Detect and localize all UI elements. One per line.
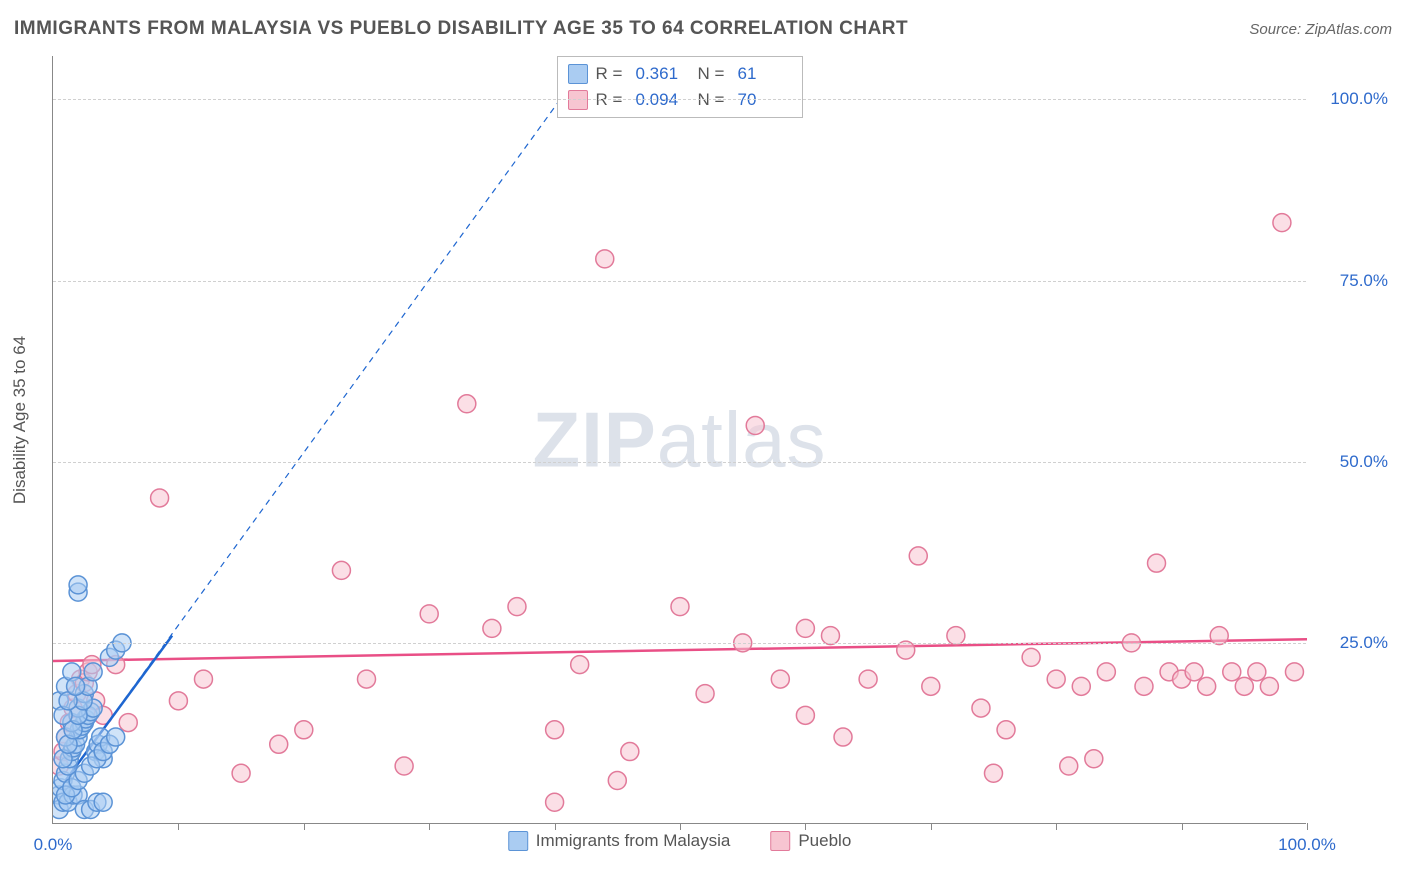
data-point (746, 417, 764, 435)
data-point (859, 670, 877, 688)
data-point (1148, 554, 1166, 572)
y-axis-title: Disability Age 35 to 64 (10, 336, 30, 504)
data-point (232, 764, 250, 782)
x-tick (1056, 823, 1057, 830)
data-point (1085, 750, 1103, 768)
data-point (1022, 648, 1040, 666)
data-point (295, 721, 313, 739)
data-point (420, 605, 438, 623)
x-tick (1182, 823, 1183, 830)
grid-line (53, 99, 1306, 100)
data-point (997, 721, 1015, 739)
y-tick-label: 100.0% (1330, 89, 1388, 109)
x-tick (555, 823, 556, 830)
data-point (194, 670, 212, 688)
data-point (1235, 677, 1253, 695)
legend-swatch-1 (568, 64, 588, 84)
r-value-1: 0.361 (636, 64, 690, 84)
data-point (1097, 663, 1115, 681)
data-point (834, 728, 852, 746)
legend-item-1: Immigrants from Malaysia (508, 831, 731, 851)
legend-stats-row-1: R = 0.361 N = 61 (568, 61, 792, 87)
x-tick (178, 823, 179, 830)
data-point (909, 547, 927, 565)
source-name: ZipAtlas.com (1305, 21, 1392, 38)
data-point (671, 598, 689, 616)
scatter-svg (53, 56, 1307, 824)
data-point (1285, 663, 1303, 681)
data-point (332, 561, 350, 579)
data-point (1135, 677, 1153, 695)
data-point (508, 598, 526, 616)
legend-stats: R = 0.361 N = 61 R = 0.094 N = 70 (557, 56, 803, 118)
grid-line (53, 643, 1306, 644)
data-point (796, 706, 814, 724)
x-tick (680, 823, 681, 830)
data-point (151, 489, 169, 507)
data-point (546, 721, 564, 739)
y-tick-label: 75.0% (1340, 271, 1388, 291)
data-point (1198, 677, 1216, 695)
x-tick (304, 823, 305, 830)
data-point (1060, 757, 1078, 775)
data-point (458, 395, 476, 413)
y-tick-label: 50.0% (1340, 452, 1388, 472)
data-point (608, 772, 626, 790)
y-tick-label: 25.0% (1340, 633, 1388, 653)
data-point (546, 793, 564, 811)
plot-area: ZIPatlas R = 0.361 N = 61 R = 0.094 N = … (52, 56, 1306, 824)
data-point (69, 576, 87, 594)
chart-title: IMMIGRANTS FROM MALAYSIA VS PUEBLO DISAB… (14, 18, 908, 40)
data-point (1223, 663, 1241, 681)
data-point (169, 692, 187, 710)
x-tick (1307, 823, 1308, 830)
data-point (358, 670, 376, 688)
data-point (94, 793, 112, 811)
r-label-1: R = (596, 64, 628, 84)
x-tick (805, 823, 806, 830)
x-tick-label: 0.0% (34, 835, 73, 855)
data-point (395, 757, 413, 775)
source-prefix: Source: (1249, 21, 1305, 38)
data-point (1273, 214, 1291, 232)
data-point (1047, 670, 1065, 688)
data-point (119, 714, 137, 732)
data-point (1260, 677, 1278, 695)
grid-line (53, 281, 1306, 282)
data-point (1185, 663, 1203, 681)
data-point (67, 677, 85, 695)
data-point (571, 656, 589, 674)
data-point (696, 685, 714, 703)
source-label: Source: ZipAtlas.com (1249, 21, 1392, 38)
data-point (771, 670, 789, 688)
legend-swatch-bottom-1 (508, 831, 528, 851)
data-point (796, 619, 814, 637)
chart-container: IMMIGRANTS FROM MALAYSIA VS PUEBLO DISAB… (0, 0, 1406, 892)
grid-line (53, 462, 1306, 463)
legend-swatch-bottom-2 (770, 831, 790, 851)
data-point (270, 735, 288, 753)
data-point (985, 764, 1003, 782)
data-point (596, 250, 614, 268)
legend-item-2: Pueblo (770, 831, 851, 851)
data-point (1248, 663, 1266, 681)
x-tick-label: 100.0% (1278, 835, 1336, 855)
data-point (483, 619, 501, 637)
title-row: IMMIGRANTS FROM MALAYSIA VS PUEBLO DISAB… (14, 18, 1392, 40)
data-point (1072, 677, 1090, 695)
n-value-1: 61 (738, 64, 792, 84)
x-tick (931, 823, 932, 830)
data-point (621, 743, 639, 761)
x-tick (429, 823, 430, 830)
data-point (84, 663, 102, 681)
data-point (972, 699, 990, 717)
data-point (107, 728, 125, 746)
n-label-1: N = (698, 64, 730, 84)
legend-label-2: Pueblo (798, 831, 851, 851)
legend-series: Immigrants from Malaysia Pueblo (508, 831, 852, 851)
legend-label-1: Immigrants from Malaysia (536, 831, 731, 851)
data-point (922, 677, 940, 695)
